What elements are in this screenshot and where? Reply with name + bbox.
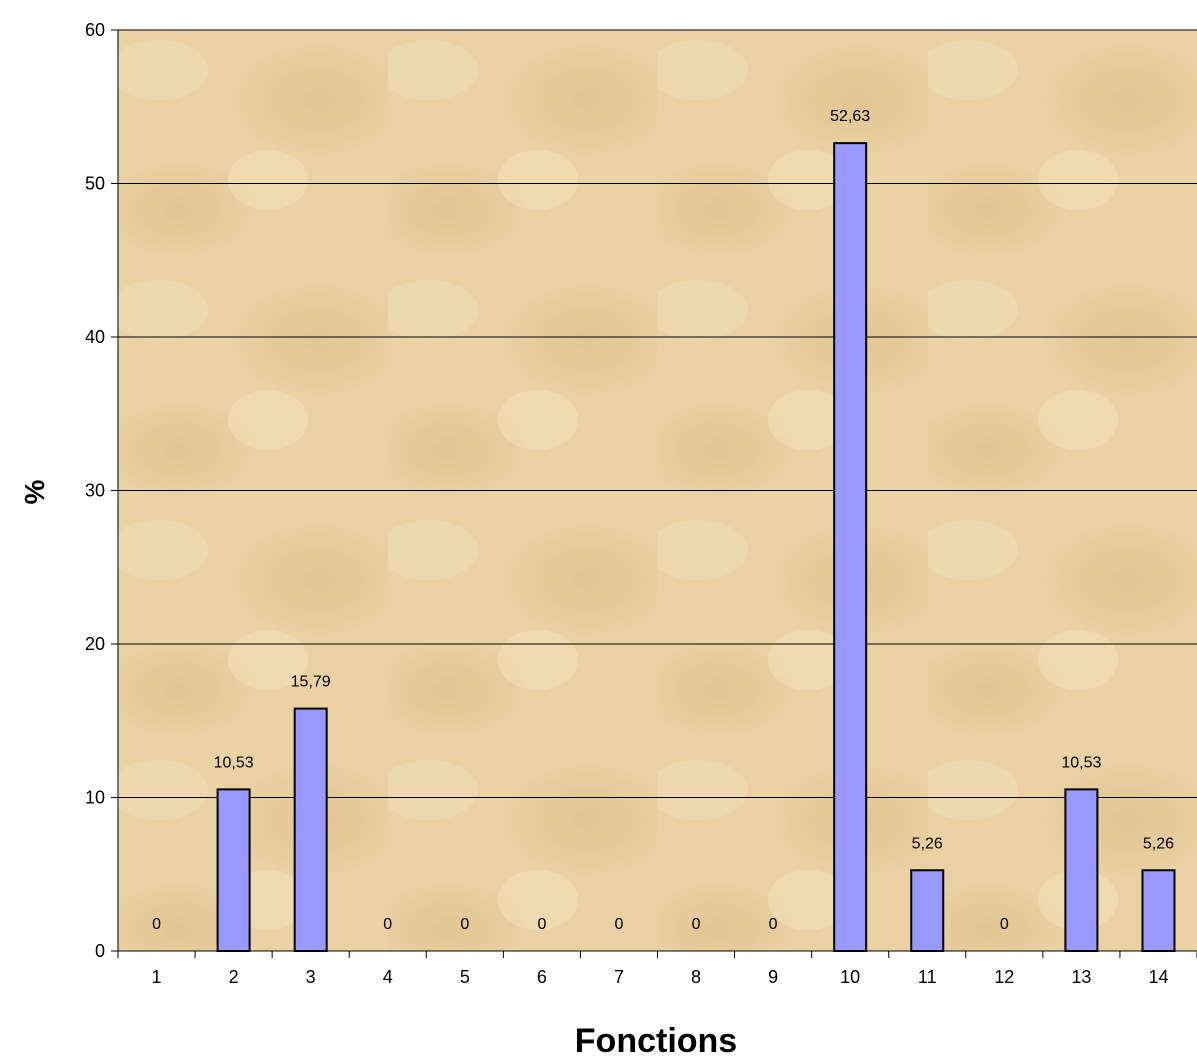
data-label-13: 10,53 [1061,754,1101,771]
bar-10 [833,142,868,952]
x-tick-label: 8 [691,967,701,987]
x-tick-label: 11 [918,967,937,987]
data-label-11: 5,26 [912,835,943,852]
data-labels: 0 10,53 15,79 0 0 0 0 0 0 52,63 5,26 0 10,53 5,26 [152,108,1174,933]
bar-11 [910,869,945,952]
data-label-2: 10,53 [214,754,254,771]
x-tick-label: 6 [537,967,547,987]
x-axis-title: Fonctions [575,1022,737,1060]
data-label-12: 0 [1000,916,1009,933]
data-label-1: 0 [152,916,161,933]
x-tick-label: 9 [768,967,778,987]
y-tick-label: 20 [85,634,105,654]
bar-2 [216,788,251,952]
y-tick-label: 40 [85,327,105,347]
data-label-8: 0 [692,916,701,933]
x-tick-label: 13 [1071,967,1091,987]
x-tick-label: 4 [383,967,393,987]
bar-13 [1064,788,1099,952]
bar-3 [293,707,328,952]
data-label-14: 5,26 [1143,835,1174,852]
x-tick-label: 2 [229,967,239,987]
x-tick-label: 14 [1148,967,1168,987]
data-label-10: 52,63 [830,108,870,125]
x-axis: 1 2 3 4 5 6 7 8 9 10 11 12 13 14 [117,950,1197,987]
x-tick-label: 7 [614,967,624,987]
data-label-4: 0 [383,916,392,933]
x-tick-label: 10 [840,967,860,987]
x-tick-label: 12 [994,967,1014,987]
y-tick-label: 0 [95,941,105,961]
y-axis: 0 10 20 30 40 50 60 [85,20,119,961]
data-label-7: 0 [615,916,624,933]
data-label-9: 0 [769,916,778,933]
data-label-5: 0 [460,916,469,933]
y-tick-label: 60 [85,20,105,40]
x-tick-label: 5 [460,967,470,987]
bar-14 [1141,869,1176,952]
data-label-6: 0 [537,916,546,933]
data-label-3: 15,79 [291,674,331,691]
y-tick-label: 30 [85,481,105,501]
y-tick-label: 50 [85,174,105,194]
bars [216,142,1176,952]
x-tick-label: 1 [152,967,162,987]
y-axis-title: % [19,479,50,504]
y-tick-label: 10 [85,788,105,808]
x-tick-label: 3 [306,967,316,987]
